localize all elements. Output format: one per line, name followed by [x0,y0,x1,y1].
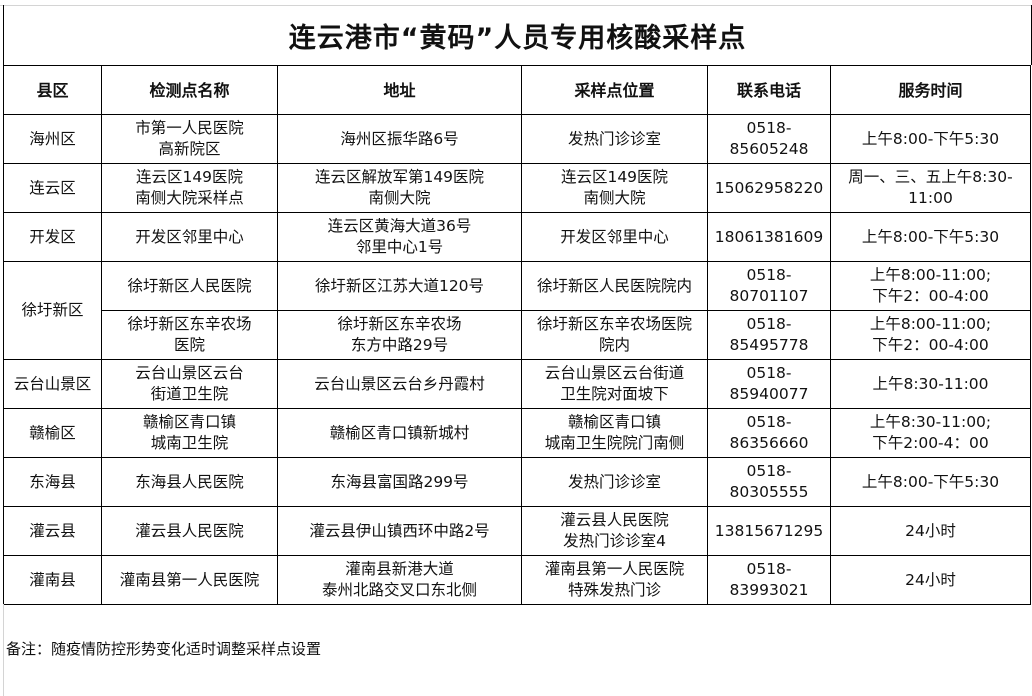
cell-phone: 0518- 83993021 [707,555,831,605]
cell-hours: 上午8:00-下午5:30 [830,457,1031,507]
header-phone: 联系电话 [707,65,831,115]
cell-site-name: 灌云县人民医院 [101,506,278,556]
cell-site-name: 徐圩新区人民医院 [101,261,278,311]
cell-hours: 上午8:00-11:00; 下午2：00-4:00 [830,310,1031,360]
cell-phone: 0518- 86356660 [707,408,831,458]
cell-site-name: 灌南县第一人民医院 [101,555,278,605]
cell-site-name: 云台山景区云台 街道卫生院 [101,359,278,409]
cell-address: 赣榆区青口镇新城村 [277,408,522,458]
header-hours: 服务时间 [830,65,1031,115]
table-row: 徐圩新区东辛农场 医院 徐圩新区东辛农场 东方中路29号 徐圩新区东辛农场医院 院内… [4,310,1031,360]
cell-hours: 上午8:00-11:00; 下午2：00-4:00 [830,261,1031,311]
table-row: 赣榆区 赣榆区青口镇 城南卫生院 赣榆区青口镇新城村 赣榆区青口镇 城南卫生院院门南侧… [3,408,1031,458]
sampling-sites-table: 县区 检测点名称 地址 采样点位置 联系电话 服务时间 海州区 市第一人民医院 高… [3,65,1031,605]
cell-county: 云台山景区 [3,359,102,409]
cell-county: 海州区 [3,114,102,164]
cell-phone: 0518- 85605248 [707,114,831,164]
cell-county: 东海县 [3,457,102,507]
cell-address: 灌云县伊山镇西环中路2号 [277,506,522,556]
cell-county: 开发区 [3,212,102,262]
cell-site-name: 赣榆区青口镇 城南卫生院 [101,408,278,458]
cell-location: 灌云县人民医院 发热门诊诊室4 [521,506,708,556]
cell-location: 徐圩新区人民医院院内 [521,261,708,311]
header-site-name: 检测点名称 [101,65,278,115]
cell-county: 灌南县 [3,555,102,605]
cell-site-name: 开发区邻里中心 [101,212,278,262]
table-row: 海州区 市第一人民医院 高新院区 海州区振华路6号 发热门诊诊室 0518- 85605… [3,114,1031,164]
table-row: 开发区 开发区邻里中心 连云区黄海大道36号 邻里中心1号 开发区邻里中心 180613… [3,212,1031,262]
cell-address: 东海县富国路299号 [277,457,522,507]
cell-site-name: 东海县人民医院 [101,457,278,507]
cell-site-name: 连云区149医院 南侧大院采样点 [101,163,278,213]
page-title: 连云港市“黄码”人员专用核酸采样点 [3,5,1032,65]
cell-county: 赣榆区 [3,408,102,458]
cell-phone: 0518- 85495778 [707,310,831,360]
cell-location: 云台山景区云台街道 卫生院对面坡下 [521,359,708,409]
cell-phone: 13815671295 [707,506,831,556]
table-row: 徐圩新区 徐圩新区人民医院 徐圩新区江苏大道120号 徐圩新区人民医院院内 0518- … [3,261,1031,360]
cell-location: 灌南县第一人民医院 特殊发热门诊 [521,555,708,605]
cell-hours: 24小时 [830,506,1031,556]
header-location: 采样点位置 [521,65,708,115]
cell-county: 徐圩新区 [3,261,102,360]
spreadsheet-grid-top [0,0,1032,6]
cell-county: 灌云县 [3,506,102,556]
cell-phone: 0518- 85940077 [707,359,831,409]
cell-location: 连云区149医院 南侧大院 [521,163,708,213]
cell-location: 开发区邻里中心 [521,212,708,262]
cell-phone: 0518- 80305555 [707,457,831,507]
table-row: 灌南县 灌南县第一人民医院 灌南县新港大道 泰州北路交叉口东北侧 灌南县第一人民医院 … [3,555,1031,605]
spreadsheet-grid-left [3,604,4,696]
table-row: 连云区 连云区149医院 南侧大院采样点 连云区解放军第149医院 南侧大院 连云区1… [3,163,1031,213]
cell-address: 灌南县新港大道 泰州北路交叉口东北侧 [277,555,522,605]
cell-hours: 上午8:00-下午5:30 [830,212,1031,262]
cell-location: 发热门诊诊室 [521,457,708,507]
cell-address: 徐圩新区东辛农场 东方中路29号 [277,310,522,360]
cell-address: 云台山景区云台乡丹霞村 [277,359,522,409]
footnote: 备注：随疫情防控形势变化适时调整采样点设置 [6,640,322,658]
header-row: 县区 检测点名称 地址 采样点位置 联系电话 服务时间 [3,65,1031,115]
cell-hours: 24小时 [830,555,1031,605]
cell-phone: 18061381609 [707,212,831,262]
cell-address: 海州区振华路6号 [277,114,522,164]
cell-site-name: 市第一人民医院 高新院区 [101,114,278,164]
cell-hours: 周一、三、五上午8:30- 11:00 [830,163,1031,213]
cell-hours: 上午8:30-11:00; 下午2:00-4：00 [830,408,1031,458]
cell-county: 连云区 [3,163,102,213]
table-row: 云台山景区 云台山景区云台 街道卫生院 云台山景区云台乡丹霞村 云台山景区云台街道 卫… [3,359,1031,409]
cell-location: 徐圩新区东辛农场医院 院内 [521,310,708,360]
table-row: 灌云县 灌云县人民医院 灌云县伊山镇西环中路2号 灌云县人民医院 发热门诊诊室4 138… [3,506,1031,556]
cell-phone: 0518- 80701107 [707,261,831,311]
cell-site-name: 徐圩新区东辛农场 医院 [101,310,278,360]
cell-location: 发热门诊诊室 [521,114,708,164]
cell-hours: 上午8:00-下午5:30 [830,114,1031,164]
cell-address: 徐圩新区江苏大道120号 [277,261,522,311]
table-row: 东海县 东海县人民医院 东海县富国路299号 发热门诊诊室 0518- 80305555… [3,457,1031,507]
cell-hours: 上午8:30-11:00 [830,359,1031,409]
cell-location: 赣榆区青口镇 城南卫生院院门南侧 [521,408,708,458]
cell-address: 连云区黄海大道36号 邻里中心1号 [277,212,522,262]
header-address: 地址 [277,65,522,115]
cell-phone: 15062958220 [707,163,831,213]
header-county: 县区 [3,65,102,115]
cell-address: 连云区解放军第149医院 南侧大院 [277,163,522,213]
